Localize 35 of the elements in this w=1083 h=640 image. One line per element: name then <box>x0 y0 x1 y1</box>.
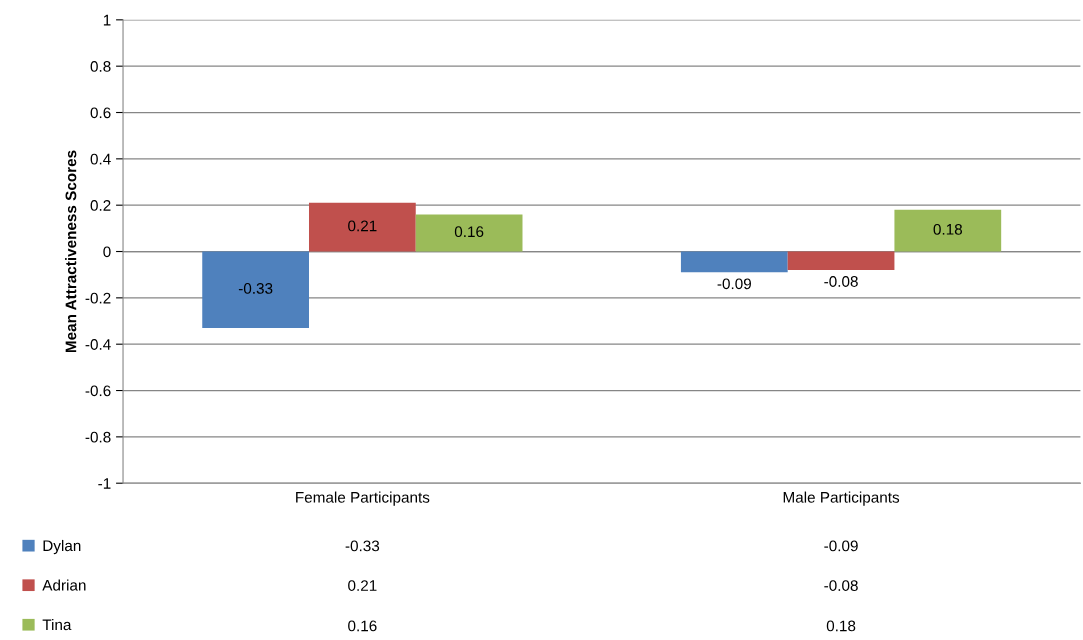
legend-label: Dylan <box>43 539 81 555</box>
y-tick-label: -0.4 <box>85 339 111 350</box>
data-label: -0.08 <box>824 276 858 287</box>
bar <box>894 209 1002 252</box>
legend-label: Tina <box>42 618 72 631</box>
y-tick-label: 0.2 <box>90 200 111 211</box>
y-tick-label: 0.6 <box>90 107 111 119</box>
legend-label: Adrian <box>42 579 86 591</box>
data-label: 0.18 <box>933 223 963 235</box>
y-axis-title: Mean Attractiveness Scores <box>65 150 77 353</box>
text: -0.33 <box>345 540 380 552</box>
data-label: 0.16 <box>454 226 484 238</box>
bar <box>787 251 895 271</box>
bar <box>415 214 523 252</box>
y-tick-label: 0.8 <box>90 61 111 72</box>
y-tick-label: -0.8 <box>85 431 111 443</box>
text: 0.18 <box>826 620 856 632</box>
x-tick-label: Male Participants <box>783 491 900 506</box>
bar <box>202 251 309 328</box>
text: -0.08 <box>824 580 858 591</box>
data-label: 0.21 <box>348 220 377 232</box>
data-label: -0.33 <box>238 283 273 294</box>
text: 0.16 <box>348 620 377 632</box>
text: 0.21 <box>348 580 377 591</box>
text: -0.09 <box>824 540 858 552</box>
y-tick-label: 0 <box>103 246 111 258</box>
y-tick-label: -1 <box>98 478 111 489</box>
x-tick-label: Female Participants <box>296 491 430 506</box>
y-tick-label: -0.2 <box>85 292 111 304</box>
y-tick-label: 0.4 <box>90 153 111 165</box>
bar <box>680 251 788 273</box>
data-label: -0.09 <box>717 278 751 290</box>
y-tick-label: 1 <box>103 14 111 26</box>
y-tick-label: -0.6 <box>85 385 111 397</box>
bar <box>309 202 416 252</box>
